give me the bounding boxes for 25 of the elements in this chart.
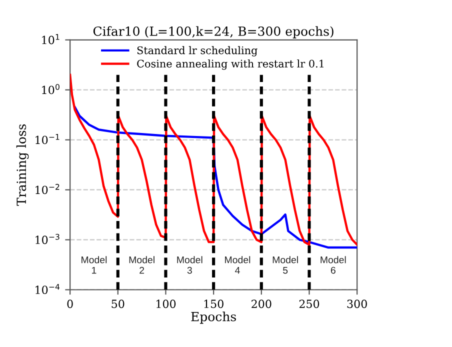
x-tick-label: 250 — [299, 300, 320, 308]
line-series — [74, 106, 358, 249]
y-tick-label: 10$^{−4}$ — [36, 284, 60, 294]
x-axis-title: Epochs — [191, 312, 236, 324]
x-tick-label: 150 — [204, 300, 224, 308]
y-axis-title: Training loss — [16, 124, 29, 206]
annotation: Model 5 — [272, 256, 298, 274]
chart-title: Cifar10 (L=100,k=24, B=300 epochs) — [93, 26, 334, 38]
annotation: Model 2 — [129, 256, 154, 274]
x-tick-label: 0 — [67, 300, 73, 308]
legend-label: Standard lr scheduling — [137, 46, 258, 56]
x-tick-label: 50 — [112, 300, 124, 308]
y-tick-label: 10$^{0}$ — [42, 84, 60, 94]
x-tick-label: 300 — [347, 300, 367, 308]
annotation: Model 6 — [320, 256, 346, 274]
y-tick-label: 10$^{−1}$ — [36, 134, 60, 144]
y-tick-label: 10$^{1}$ — [42, 34, 60, 44]
annotation: Model 1 — [82, 256, 107, 274]
x-tick-label: 100 — [156, 300, 176, 308]
annotation: Model 4 — [225, 256, 250, 274]
legend-label: Cosine annealing with restart lr 0.1 — [137, 60, 324, 70]
x-tick-label: 200 — [252, 300, 272, 308]
y-tick-label: 10$^{−3}$ — [36, 234, 60, 244]
y-tick-label: 10$^{−2}$ — [36, 184, 60, 194]
annotation: Model 3 — [177, 256, 202, 274]
